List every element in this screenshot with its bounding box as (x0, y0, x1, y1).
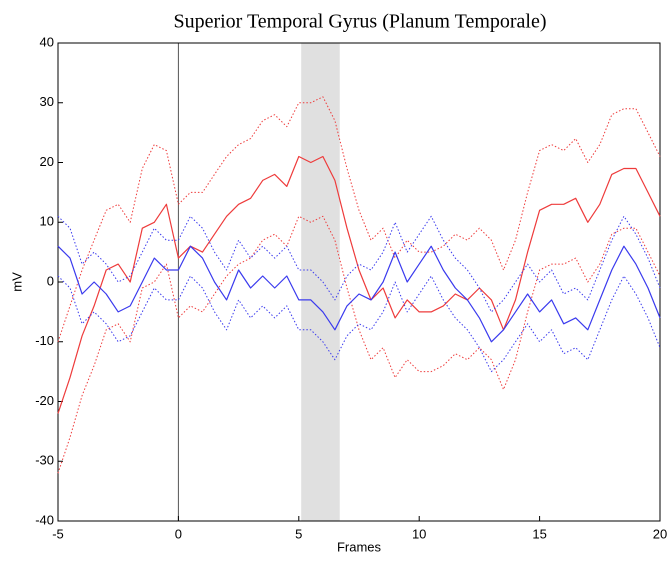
x-tick-label: 5 (295, 526, 302, 541)
x-tick-label: 0 (175, 526, 182, 541)
x-tick-label: -5 (52, 526, 64, 541)
series-line (57, 155, 661, 414)
plot-frame (57, 42, 661, 522)
x-tick-label: 20 (653, 526, 667, 541)
series-line (57, 215, 661, 474)
series-line (57, 275, 661, 373)
y-tick-label: 30 (40, 94, 54, 109)
y-tick-label: 0 (47, 273, 54, 288)
y-tick-label: 20 (40, 154, 54, 169)
y-tick-label: 40 (40, 34, 54, 49)
x-tick-label: 15 (532, 526, 546, 541)
y-tick-label: -40 (35, 512, 54, 527)
y-tick-label: -10 (35, 333, 54, 348)
series-line (57, 245, 661, 343)
y-tick-label: 10 (40, 214, 54, 229)
x-tick-label: 10 (412, 526, 426, 541)
y-tick-label: -30 (35, 453, 54, 468)
highlight-span (301, 43, 340, 521)
series-line (57, 215, 661, 313)
y-tick-label: -20 (35, 393, 54, 408)
y-axis-label: mV (9, 272, 24, 292)
chart-title: Superior Temporal Gyrus (Planum Temporal… (173, 11, 546, 33)
series-line (57, 96, 661, 342)
x-axis-label: Frames (337, 539, 382, 554)
